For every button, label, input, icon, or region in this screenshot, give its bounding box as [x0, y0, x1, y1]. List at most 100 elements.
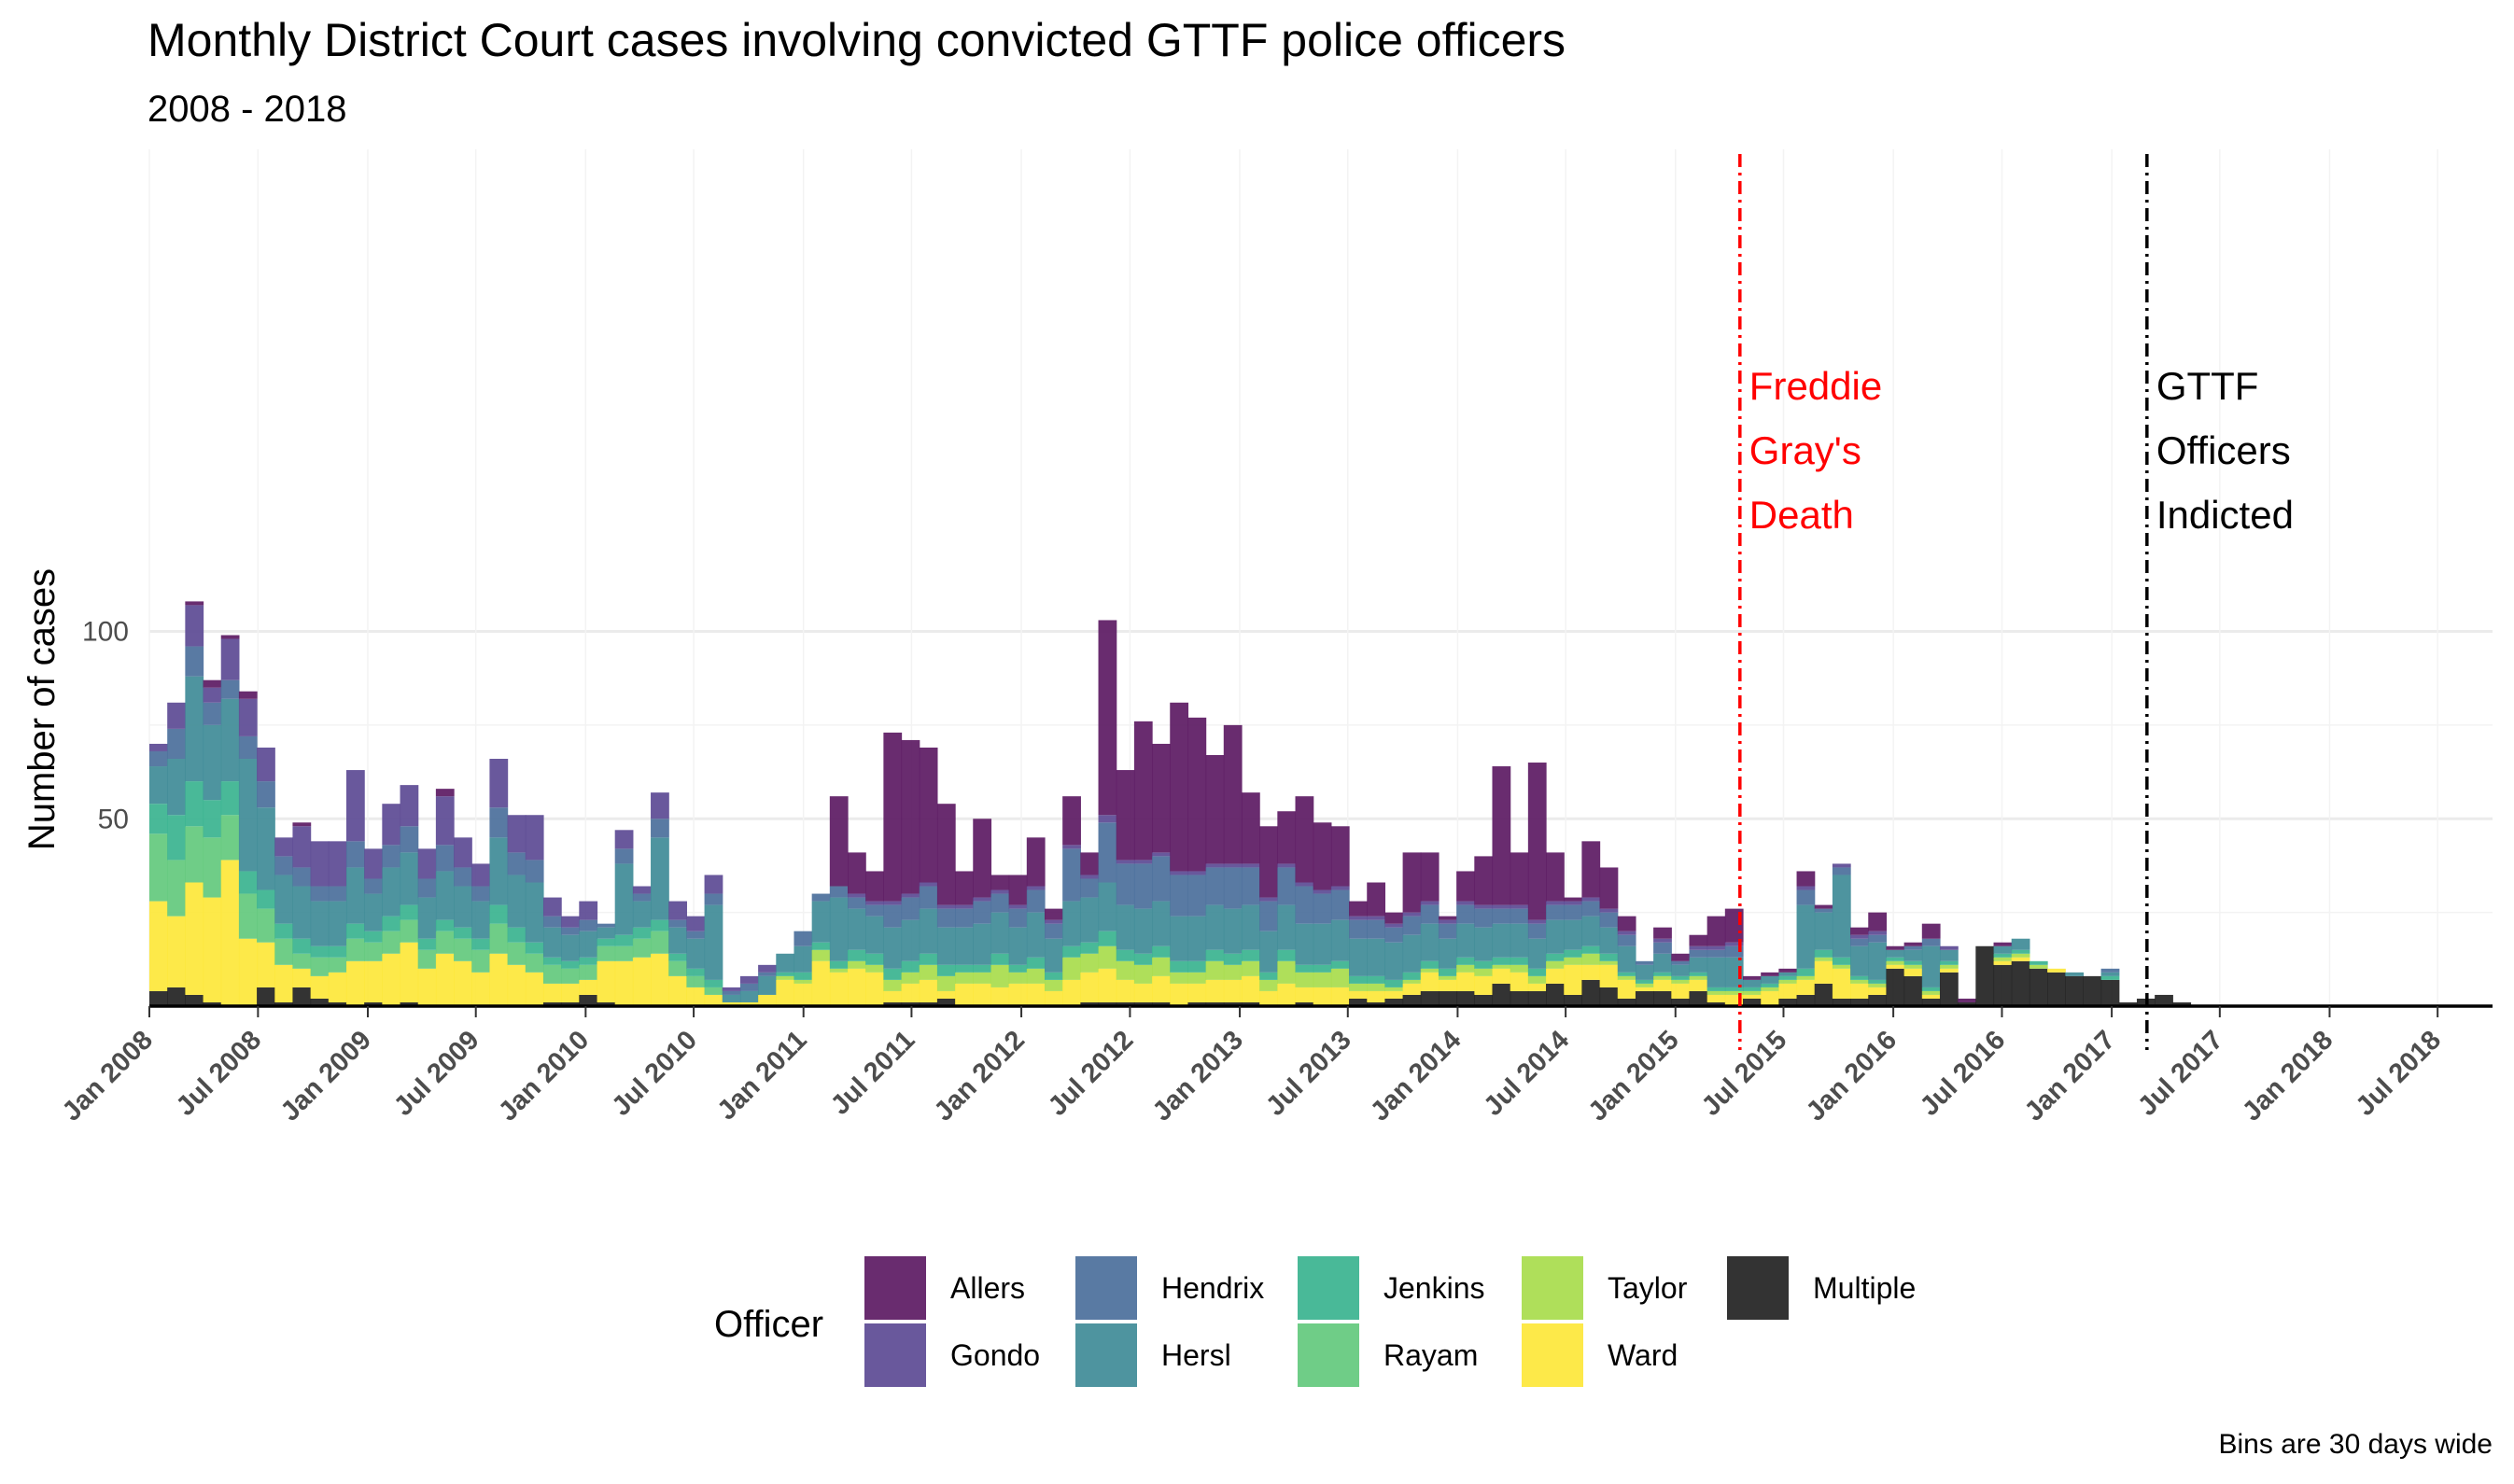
bar-segment-gondo: [1653, 938, 1672, 943]
bar-segment-jenkins: [1438, 968, 1457, 976]
bar-segment-hendrix: [364, 878, 383, 894]
bar-segment-taylor: [1259, 979, 1278, 991]
bar-segment-taylor: [1993, 957, 2013, 961]
bar-segment-taylor: [1850, 979, 1869, 984]
bar-segment-gondo: [507, 815, 527, 853]
bar-segment-hendrix: [542, 916, 562, 928]
bar-segment-multiple: [1814, 983, 1833, 1006]
x-tick-label: Jan 2018: [2237, 1025, 2338, 1127]
bar-segment-allers: [865, 871, 884, 902]
bar-segment-gondo: [865, 901, 884, 905]
bar-segment-gondo: [1367, 916, 1386, 920]
bar-segment-rayam: [364, 942, 383, 961]
bar-segment-hersl: [257, 807, 275, 890]
bar-segment-multiple: [1975, 945, 1995, 1006]
bar-segment-allers: [1492, 766, 1511, 905]
bar-segment-hersl: [936, 927, 956, 965]
bar-segment-ward: [1903, 968, 1923, 976]
bar-segment-hendrix: [848, 897, 866, 909]
bar-segment-hersl: [651, 837, 669, 920]
bar-segment-multiple: [1886, 968, 1905, 1006]
bar-segment-ward: [1116, 979, 1135, 1002]
bar-segment-ward: [542, 983, 562, 1002]
bar-segment-jenkins: [651, 919, 669, 931]
x-tick-label: Jul 2012: [1043, 1025, 1140, 1122]
bar-segment-allers: [1510, 852, 1529, 905]
bar-segment-hersl: [1993, 945, 2013, 954]
bar-segment-taylor: [1438, 975, 1457, 980]
bar-segment-allers: [883, 732, 903, 902]
bar-segment-gondo: [328, 841, 347, 887]
bar-segment-jenkins: [1671, 975, 1691, 980]
bar-segment-multiple: [167, 987, 186, 1006]
bar-segment-multiple: [2083, 975, 2102, 1006]
bar-segment-hendrix: [1062, 848, 1081, 902]
bar-segment-hendrix: [990, 893, 1010, 913]
bar-segment-taylor: [1205, 960, 1225, 980]
bar-segment-ward: [1886, 964, 1905, 969]
bar-segment-ward: [220, 860, 240, 1006]
bar-segment-jenkins: [1277, 949, 1297, 961]
bar-segment-hendrix: [1635, 960, 1654, 965]
bar-segment-jenkins: [794, 972, 813, 980]
bar-segment-ward: [1743, 994, 1762, 999]
bar-segment-jenkins: [883, 968, 903, 980]
bar-segment-hendrix: [1098, 822, 1117, 883]
bar-segment-gondo: [1689, 945, 1708, 950]
bar-segment-allers: [1402, 852, 1422, 913]
bar-segment-multiple: [2172, 1001, 2192, 1006]
bar-segment-ward: [1223, 979, 1243, 1002]
bar-segment-taylor: [848, 960, 866, 969]
bar-segment-allers: [220, 635, 240, 639]
bar-segment-gondo: [238, 698, 258, 736]
bar-segment-gondo: [1080, 875, 1100, 879]
bar-segment-taylor: [1349, 983, 1368, 991]
bar-segment-gondo: [220, 638, 240, 680]
chart-title: Monthly District Court cases involving c…: [147, 14, 1566, 66]
bar-segment-taylor: [1223, 964, 1243, 980]
bar-segment-hersl: [794, 945, 813, 973]
bar-segment-taylor: [811, 949, 831, 961]
bar-segment-jenkins: [561, 960, 580, 969]
bar-segment-jenkins: [400, 904, 419, 920]
bar-segment-multiple: [1939, 972, 1959, 1006]
bar-segment-hendrix: [1152, 856, 1171, 902]
bar-segment-hersl: [1008, 927, 1028, 965]
bar-segment-hendrix: [454, 867, 472, 887]
bar-segment-taylor: [1026, 968, 1046, 984]
legend: Officer Allers Gondo Hendrix Hersl Jenkins Ra…: [714, 1256, 1916, 1387]
legend-label-hendrix: Hendrix: [1161, 1271, 1264, 1305]
bar-segment-jenkins: [454, 927, 472, 939]
bar-segment-gondo: [758, 964, 777, 973]
bar-segment-hendrix: [1921, 938, 1941, 946]
bar-segment-allers: [1546, 852, 1565, 902]
bar-segment-allers: [1474, 856, 1494, 905]
bar-segment-jenkins: [1527, 968, 1547, 976]
bar-segment-gondo: [292, 826, 312, 868]
bar-segment-taylor: [1814, 957, 1833, 961]
bar-segment-gondo: [417, 848, 437, 879]
bar-segment-jenkins: [1367, 975, 1386, 984]
bar-segment-ward: [364, 960, 383, 1002]
bar-segment-taylor: [794, 979, 813, 984]
bar-segment-allers: [1241, 792, 1260, 864]
bar-segment-jenkins: [1474, 960, 1494, 969]
bar-segment-gondo: [1116, 860, 1135, 864]
bar-segment-allers: [1349, 901, 1368, 917]
bar-segment-allers: [1850, 927, 1869, 935]
bar-segment-hersl: [561, 934, 580, 961]
bar-segment-rayam: [542, 964, 562, 984]
bar-segment-ward: [829, 972, 849, 1006]
bar-segment-gondo: [1706, 945, 1726, 950]
bar-segment-ward: [1044, 990, 1063, 1006]
bar-segment-hersl: [739, 990, 759, 1002]
bar-segment-gondo: [149, 743, 168, 751]
bar-segment-ward: [1671, 983, 1691, 999]
bar-segment-ward: [811, 960, 831, 1006]
bar-segment-taylor: [1796, 975, 1816, 980]
bar-segment-taylor: [1152, 957, 1171, 976]
bar-segment-jenkins: [1706, 987, 1726, 991]
bar-segment-hendrix: [1241, 867, 1260, 905]
bar-segment-jenkins: [1402, 972, 1422, 980]
bar-segment-taylor: [1187, 972, 1207, 984]
